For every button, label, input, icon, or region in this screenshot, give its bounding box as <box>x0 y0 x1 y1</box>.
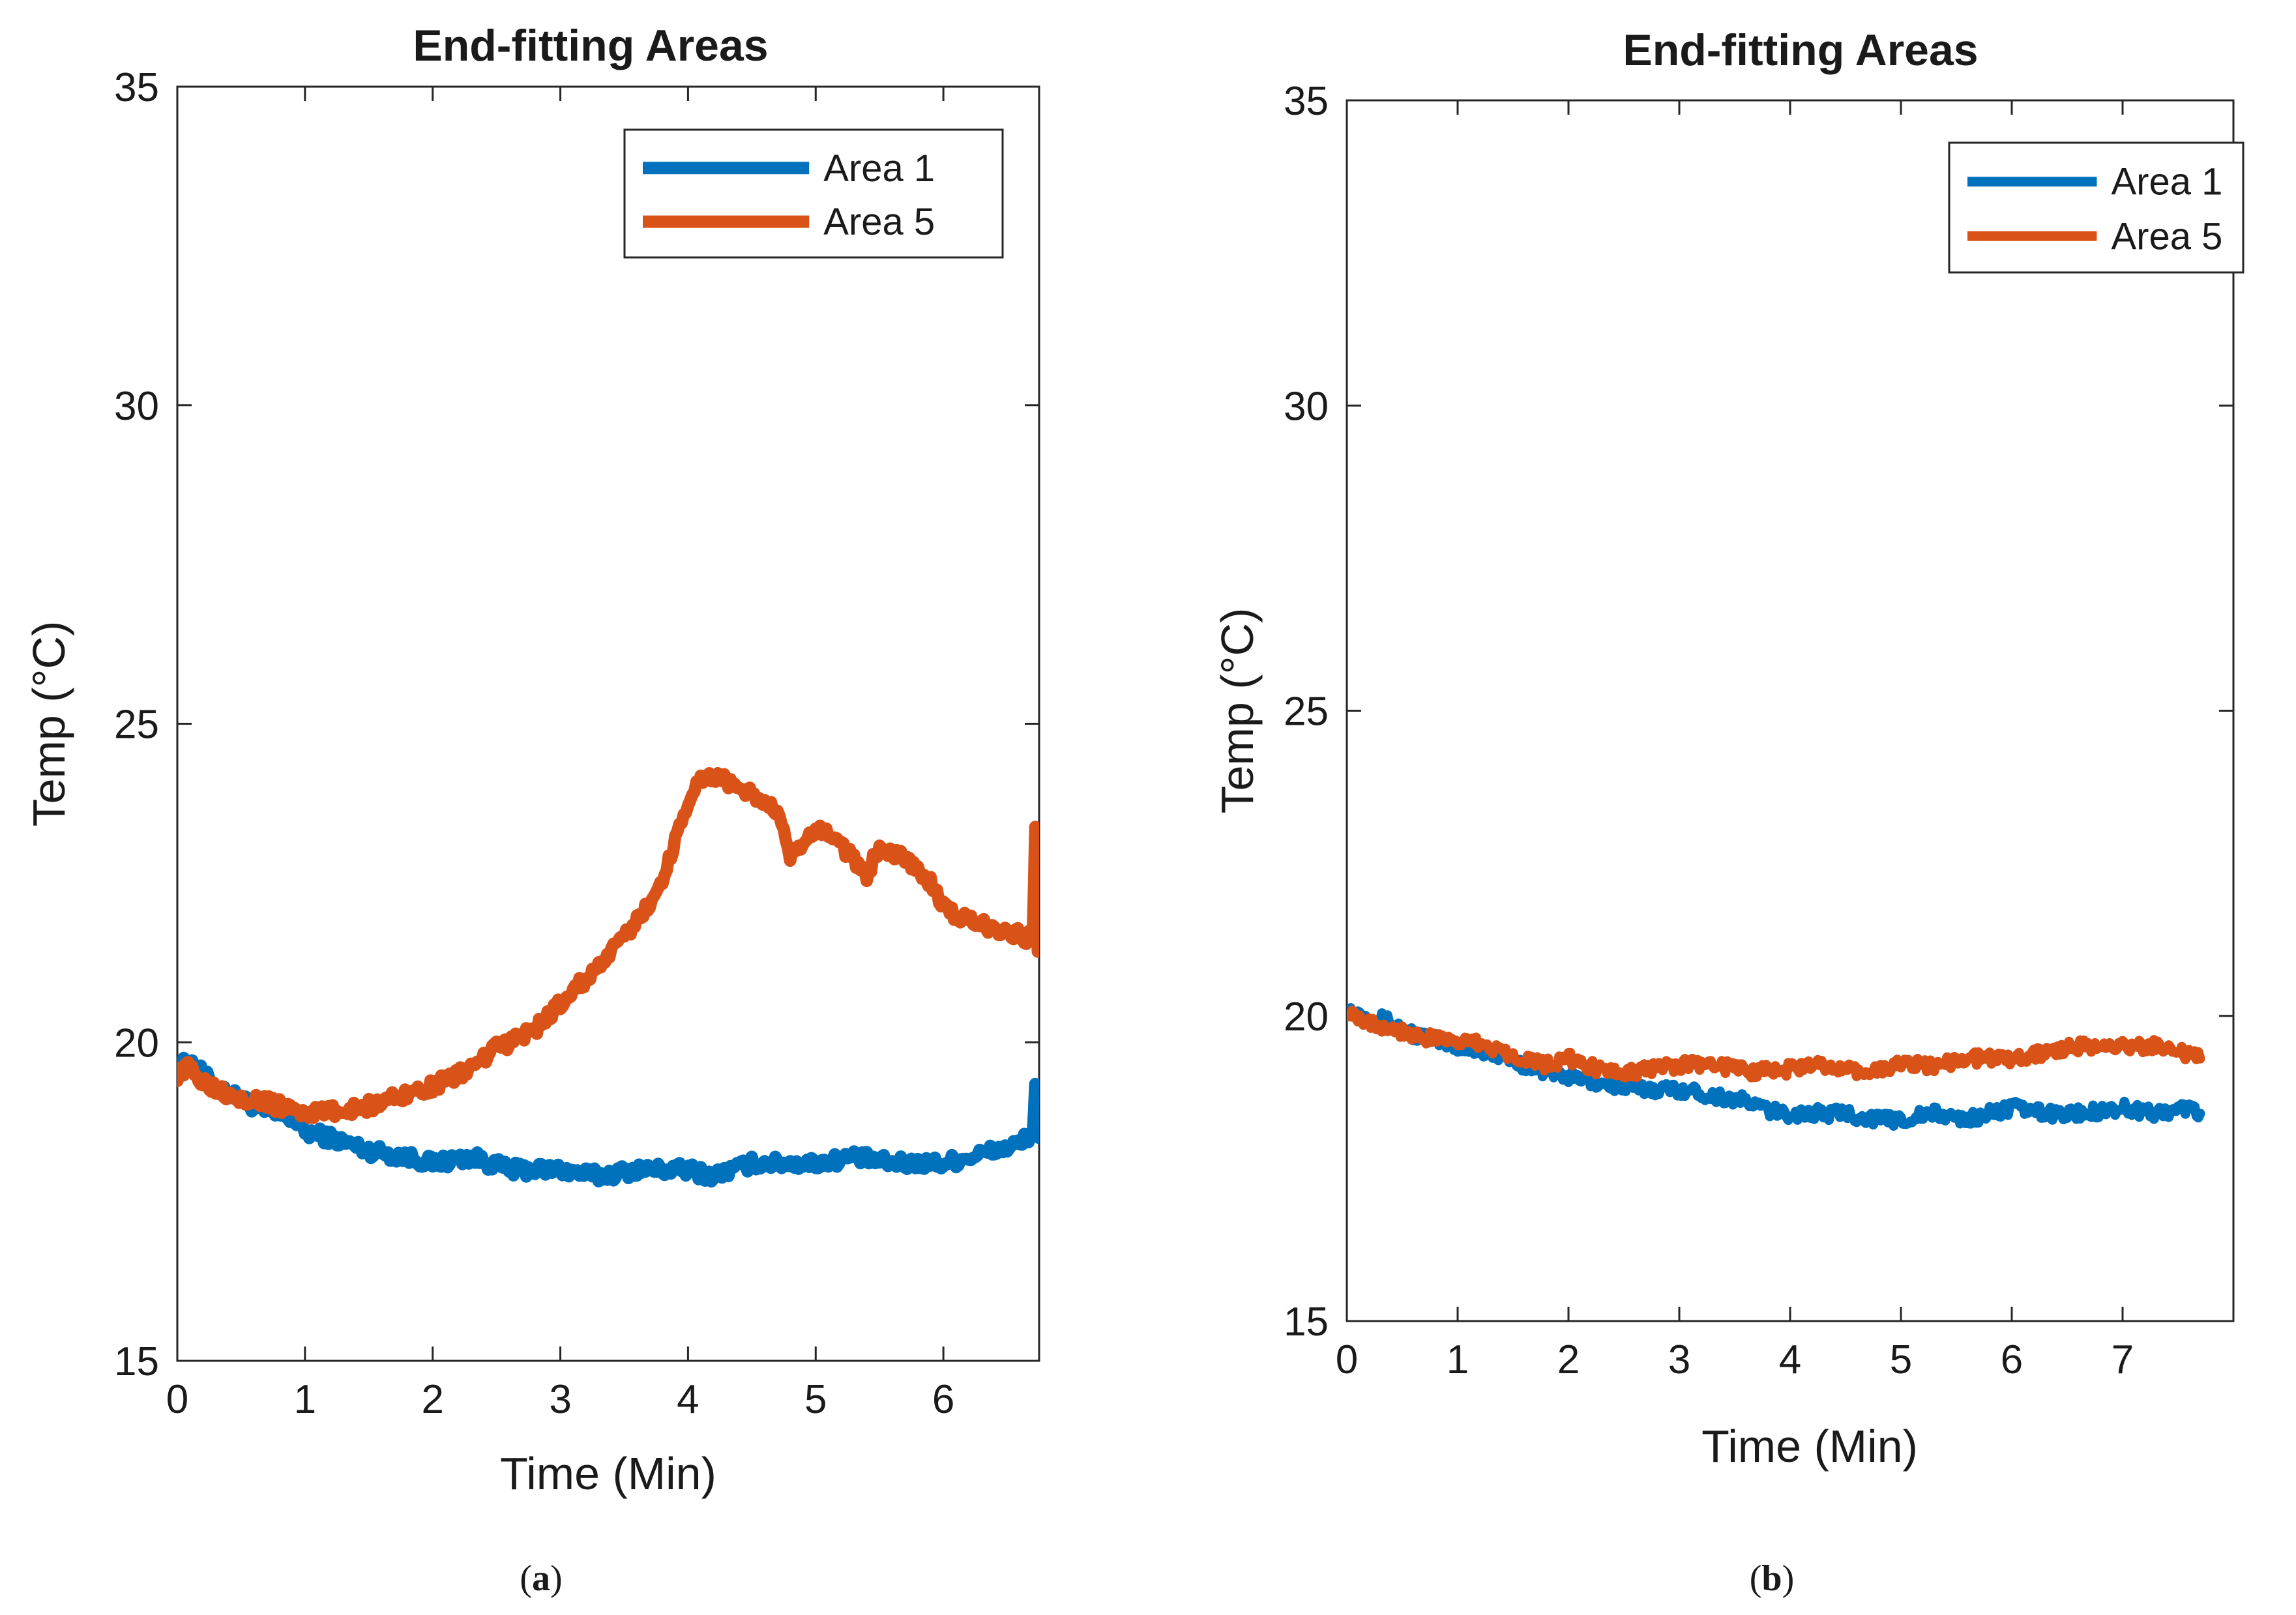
legend-entry-label: Area 1 <box>2111 161 2222 203</box>
x-tick-label: 3 <box>1668 1337 1690 1382</box>
y-axis-label: Temp (°C) <box>1212 608 1263 814</box>
x-tick-label: 1 <box>1447 1337 1469 1382</box>
panel-caption-letter: b <box>1761 1558 1782 1599</box>
x-tick-label: 0 <box>166 1377 188 1422</box>
x-tick-label: 1 <box>294 1377 316 1422</box>
y-tick-label: 25 <box>114 703 159 748</box>
series-line-1 <box>177 1051 1039 1188</box>
y-tick-label: 20 <box>114 1021 159 1066</box>
series-line-2 <box>1347 1005 2205 1083</box>
x-tick-label: 6 <box>932 1377 954 1422</box>
chart-title: End-fitting Areas <box>413 21 768 70</box>
panel-caption-letter: a <box>532 1558 550 1599</box>
chart-panel-a: End-fitting Areas Temp (°C) Time (Min) (… <box>23 21 1040 1599</box>
y-tick-label: 30 <box>114 384 159 429</box>
x-tick-label: 7 <box>2112 1337 2134 1382</box>
legend-box <box>623 128 1004 259</box>
x-tick-label: 2 <box>1557 1337 1580 1382</box>
x-axis-label: Time (Min) <box>500 1448 716 1499</box>
legend: Area 1 Area 5 <box>1948 141 2244 274</box>
x-tick-label: 6 <box>2001 1337 2023 1382</box>
legend: Area 1 Area 5 <box>623 128 1004 259</box>
x-tick-label: 5 <box>804 1377 827 1422</box>
y-axis-label: Temp (°C) <box>23 621 74 827</box>
y-tick-label: 15 <box>114 1339 159 1384</box>
panel-caption: (a) <box>520 1558 562 1599</box>
x-tick-label: 2 <box>421 1377 443 1422</box>
chart-panel-b: End-fitting Areas Temp (°C) Time (Min) (… <box>1212 25 2244 1599</box>
x-tick-label: 5 <box>1890 1337 1912 1382</box>
x-tick-label: 4 <box>677 1377 699 1422</box>
panel-caption: (b) <box>1750 1558 1794 1599</box>
legend-entry-label: Area 1 <box>823 147 935 190</box>
y-tick-label: 30 <box>1284 384 1329 429</box>
x-tick-label: 0 <box>1336 1337 1358 1382</box>
chart-title: End-fitting Areas <box>1623 25 1978 75</box>
y-tick-label: 35 <box>1284 79 1329 124</box>
x-tick-label: 3 <box>549 1377 571 1422</box>
legend-box <box>1948 141 2244 274</box>
legend-entry-label: Area 5 <box>823 201 935 243</box>
x-axis-label: Time (Min) <box>1701 1421 1918 1472</box>
x-tick-label: 4 <box>1779 1337 1801 1382</box>
series-line-2 <box>177 766 1039 1124</box>
y-tick-label: 35 <box>114 65 159 110</box>
y-tick-label: 15 <box>1284 1300 1329 1345</box>
legend-entry-label: Area 5 <box>2111 215 2222 257</box>
y-tick-label: 20 <box>1284 995 1329 1040</box>
y-tick-label: 25 <box>1284 690 1329 735</box>
